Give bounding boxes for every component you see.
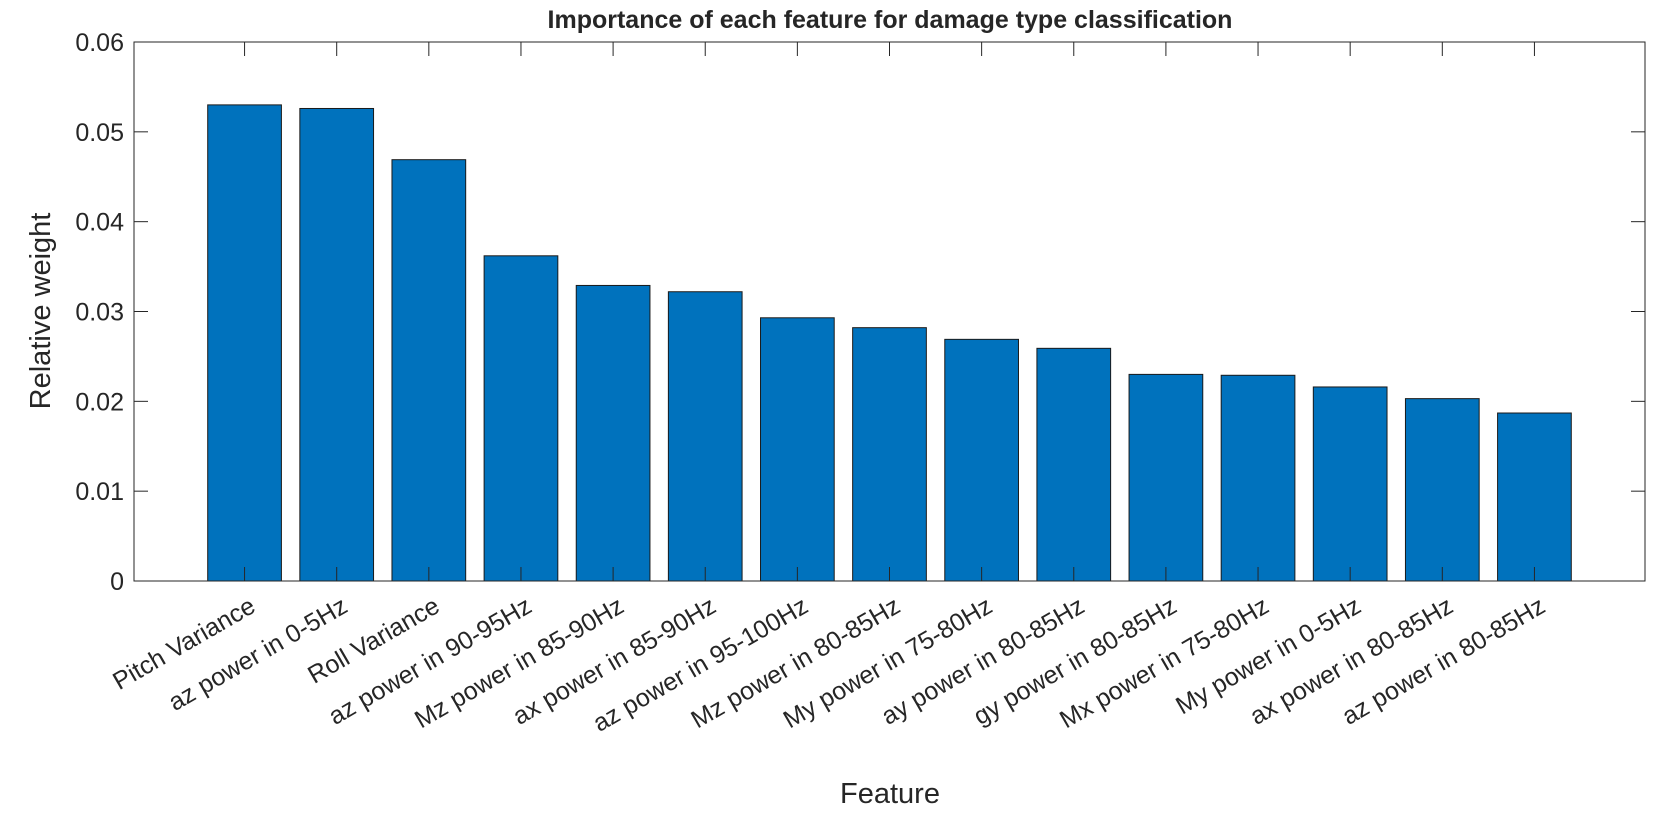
y-tick-label: 0 [110, 568, 124, 596]
bar [1312, 386, 1388, 582]
bar [575, 284, 651, 582]
y-tick-label: 0.06 [75, 29, 124, 57]
chart-title: Importance of each feature for damage ty… [548, 6, 1233, 34]
y-tick-label: 0.02 [75, 388, 124, 416]
bar [667, 291, 743, 582]
x-axis-label: Feature [840, 778, 940, 810]
y-tick-label: 0.04 [75, 209, 124, 237]
bar [299, 107, 375, 582]
y-tick-label: 0.05 [75, 119, 124, 147]
bar [391, 159, 467, 582]
y-tick-label: 0.01 [75, 478, 124, 506]
bar [1220, 374, 1296, 582]
y-tick-label: 0.03 [75, 299, 124, 327]
bar [760, 317, 835, 582]
bar [944, 338, 1019, 582]
bar [1128, 373, 1204, 582]
bar [207, 104, 282, 582]
bar [852, 327, 927, 582]
bar [1036, 347, 1112, 582]
bar [483, 255, 559, 582]
bar [1404, 398, 1480, 582]
bar [1497, 412, 1572, 582]
y-axis-label: Relative weight [25, 213, 57, 410]
